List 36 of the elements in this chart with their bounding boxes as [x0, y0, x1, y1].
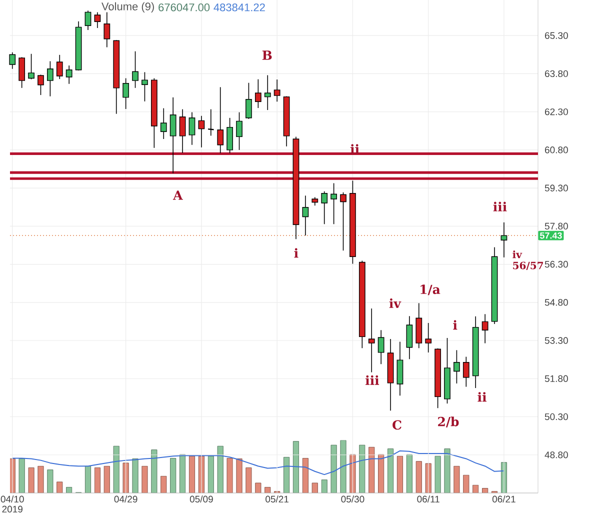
- y-tick-label: 57.80: [544, 222, 568, 230]
- annotation: 2/b: [438, 416, 459, 428]
- y-tick-label: 65.30: [545, 32, 568, 39]
- y-tick-label: 56.30: [544, 260, 568, 268]
- annotation: i: [453, 320, 458, 330]
- y-tick-label: 59.30: [544, 184, 568, 192]
- x-tick-label: 06/11: [417, 496, 440, 502]
- x-tick-label: 06/21: [492, 496, 516, 502]
- ref-line-label: 57.43: [540, 232, 562, 239]
- annotation: 1/a: [420, 284, 440, 296]
- x-tick-label: 05/30: [341, 496, 364, 502]
- y-tick-label: 60.80: [545, 146, 568, 154]
- annotation: C: [392, 420, 402, 430]
- annotation: 483841.22: [214, 4, 265, 12]
- annotation: ii: [350, 144, 360, 154]
- annotation: B: [262, 50, 272, 60]
- annotation: 676047.00: [158, 4, 210, 12]
- x-tick-label: 04/29: [114, 496, 138, 502]
- y-tick-label: 50.30: [544, 413, 568, 420]
- y-tick-label: 48.80: [544, 452, 568, 458]
- x-tick-label: 05/09: [190, 496, 213, 502]
- y-tick-label: 62.30: [545, 108, 568, 116]
- y-tick-label: 63.80: [545, 70, 568, 78]
- annotation: iii: [493, 202, 507, 212]
- y-tick-label: 51.80: [544, 375, 568, 382]
- annotation: iv: [389, 298, 402, 308]
- x-tick-label: 05/21: [266, 496, 288, 502]
- x-tick-label: 04/10 2019: [0, 496, 24, 512]
- annotation: i: [294, 248, 298, 258]
- annotation: iii: [366, 375, 380, 385]
- text: iv 56/57: [512, 250, 543, 270]
- y-tick-label: 53.30: [544, 337, 568, 344]
- y-tick-label: 54.80: [544, 299, 568, 306]
- annotation: ii: [478, 392, 486, 402]
- annotation: A: [172, 190, 183, 200]
- annotation: Volume (9): [102, 2, 154, 13]
